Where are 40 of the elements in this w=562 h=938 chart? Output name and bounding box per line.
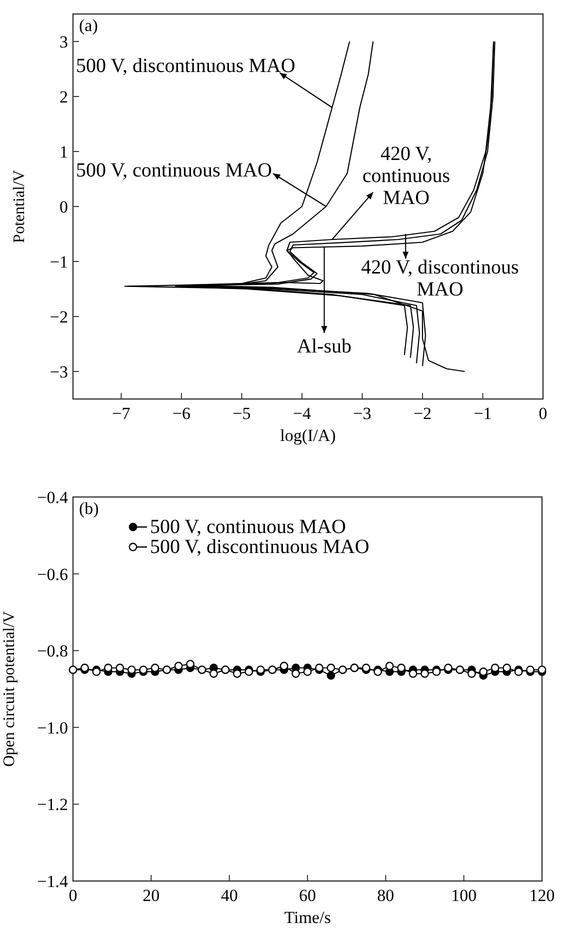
x-tick-label: 120 [529, 886, 555, 905]
y-axis-title: Potential/V [11, 170, 28, 243]
annotation: 420 V, discontinous MAO [361, 256, 519, 301]
x-tick-label: −1 [474, 404, 492, 423]
y-axis-title: Open circuit potential/V [1, 610, 18, 767]
y-tick-label: −1 [50, 252, 68, 272]
legend-label: 500 V, discontinuous MAO [150, 536, 370, 558]
legend-label: 500 V, continuous MAO [150, 516, 346, 538]
x-axis-title: Time/s [284, 908, 331, 927]
y-tick-label: −1.4 [37, 872, 68, 891]
x-tick-label: −6 [172, 404, 191, 423]
chart-title: (b) [79, 499, 99, 518]
y-tick-label: −2 [50, 308, 68, 326]
x-tick-label: 60 [299, 886, 316, 905]
x-tick-label: −5 [232, 404, 251, 423]
y-tick-label: −0.6 [37, 564, 68, 584]
x-tick-label: 40 [220, 886, 238, 905]
annotation: 500 V, discontinuous MAO [76, 54, 296, 77]
y-tick-label: 0 [60, 198, 68, 216]
x-tick-label: −7 [112, 404, 131, 423]
y-tick-label: −0.4 [37, 488, 68, 507]
y-tick-label: 3 [60, 32, 68, 52]
x-tick-label: 100 [451, 886, 477, 905]
y-tick-label: −0.8 [37, 642, 68, 661]
x-tick-label: −4 [292, 404, 312, 423]
x-axis-title: log(I/A) [280, 426, 336, 445]
annotation: Al-sub [297, 335, 352, 358]
x-tick-label: 20 [142, 886, 160, 905]
y-tick-label: −1.0 [37, 718, 68, 738]
y-tick-label: −3 [50, 362, 68, 382]
annotation: 500 V, continuous MAO [76, 159, 272, 182]
x-tick-label: −3 [353, 404, 372, 423]
x-tick-label: −2 [413, 404, 432, 423]
y-tick-label: 2 [60, 88, 68, 106]
y-tick-label: 1 [60, 142, 68, 162]
annotation: 420 V, continuous MAO [362, 142, 450, 209]
x-tick-label: 80 [377, 886, 394, 905]
y-tick-label: −1.2 [37, 795, 68, 814]
chart-title: (a) [79, 16, 98, 35]
x-tick-label: 0 [538, 404, 548, 423]
